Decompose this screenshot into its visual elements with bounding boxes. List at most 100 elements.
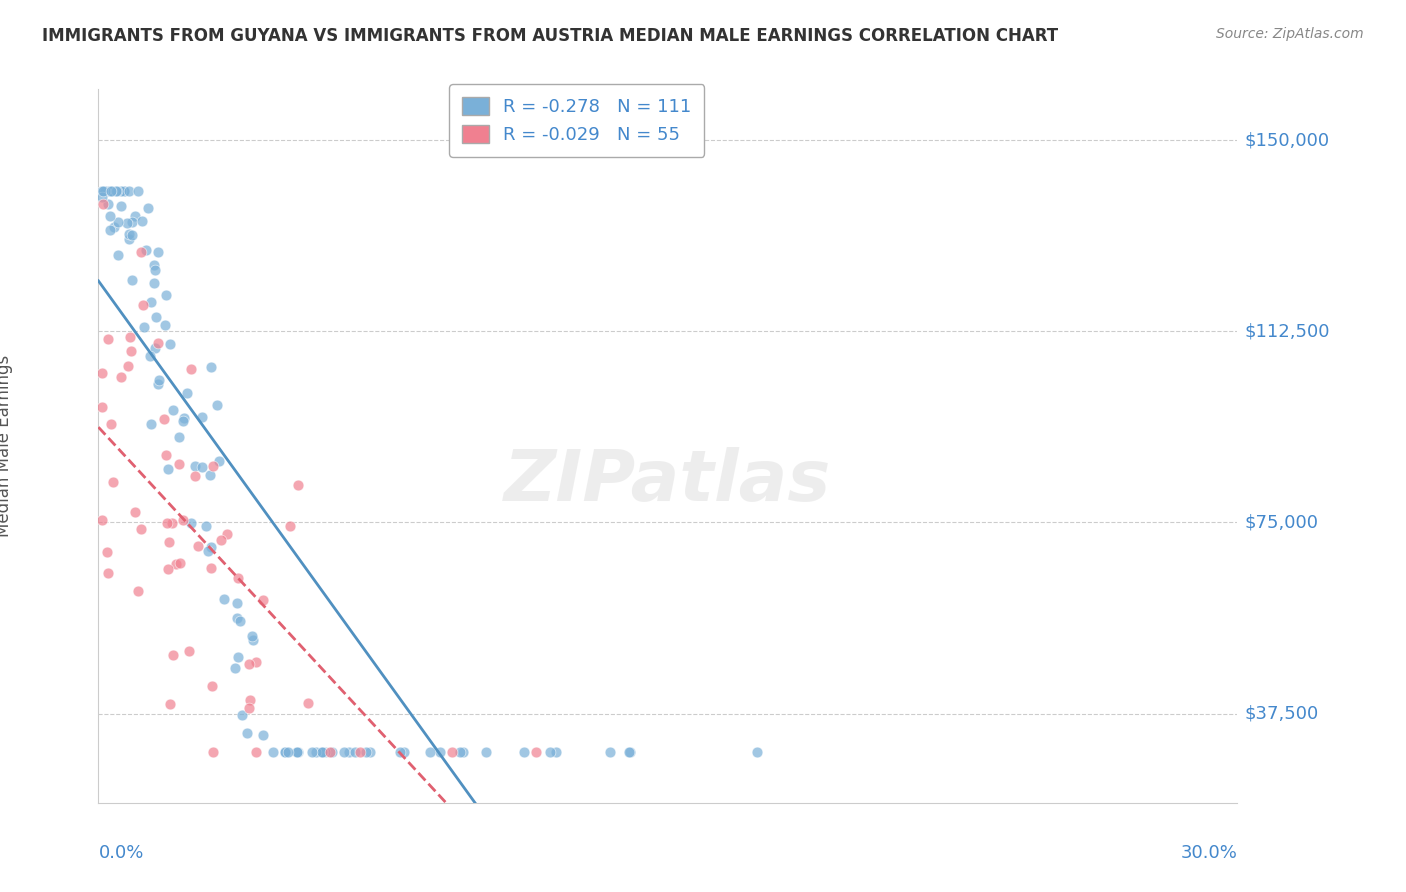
Point xyxy=(184,458,207,473)
Point xyxy=(93,197,115,211)
Text: $75,000: $75,000 xyxy=(1244,514,1319,532)
Point xyxy=(159,698,181,712)
Point xyxy=(212,592,235,607)
Point xyxy=(93,184,115,198)
Point xyxy=(226,571,249,585)
Point xyxy=(97,332,120,346)
Text: 30.0%: 30.0% xyxy=(1181,844,1237,862)
Point xyxy=(215,527,238,541)
Point xyxy=(146,335,169,350)
Point xyxy=(121,273,143,287)
Point xyxy=(105,184,128,198)
Point xyxy=(226,611,249,625)
Point xyxy=(312,745,335,759)
Point xyxy=(100,417,122,432)
Point xyxy=(107,248,129,262)
Point xyxy=(200,561,222,575)
Point xyxy=(240,629,263,643)
Text: Source: ZipAtlas.com: Source: ZipAtlas.com xyxy=(1216,27,1364,41)
Point xyxy=(314,745,336,759)
Point xyxy=(110,369,132,384)
Point xyxy=(180,516,202,530)
Point xyxy=(172,513,194,527)
Point xyxy=(337,745,360,759)
Point xyxy=(392,745,415,759)
Point xyxy=(172,414,194,428)
Point xyxy=(129,244,152,259)
Point xyxy=(285,745,308,759)
Point xyxy=(252,728,274,742)
Point xyxy=(132,320,155,334)
Point xyxy=(252,593,274,607)
Point xyxy=(135,243,157,257)
Point xyxy=(162,516,184,530)
Point xyxy=(139,417,162,431)
Text: $37,500: $37,500 xyxy=(1244,705,1319,723)
Point xyxy=(440,745,463,759)
Point xyxy=(143,262,166,277)
Point xyxy=(139,295,162,310)
Point xyxy=(104,184,127,198)
Point xyxy=(176,385,198,400)
Point xyxy=(91,184,114,198)
Point xyxy=(118,232,141,246)
Point xyxy=(195,518,218,533)
Point xyxy=(138,201,160,215)
Point xyxy=(142,277,165,291)
Point xyxy=(101,475,124,489)
Point xyxy=(209,533,232,548)
Point xyxy=(148,373,170,387)
Point xyxy=(319,745,342,759)
Point xyxy=(98,223,121,237)
Point xyxy=(389,745,412,759)
Point xyxy=(118,184,141,198)
Point xyxy=(155,318,177,333)
Point xyxy=(200,360,222,375)
Point xyxy=(162,648,184,662)
Point xyxy=(145,310,167,325)
Point xyxy=(91,400,114,414)
Point xyxy=(191,459,214,474)
Point xyxy=(304,745,326,759)
Point xyxy=(112,184,135,198)
Text: IMMIGRANTS FROM GUYANA VS IMMIGRANTS FROM AUSTRIA MEDIAN MALE EARNINGS CORRELATI: IMMIGRANTS FROM GUYANA VS IMMIGRANTS FRO… xyxy=(42,27,1059,45)
Point xyxy=(225,596,247,610)
Point xyxy=(238,701,260,715)
Point xyxy=(110,184,132,198)
Point xyxy=(127,584,149,599)
Point xyxy=(544,745,567,759)
Point xyxy=(513,745,536,759)
Point xyxy=(238,657,260,671)
Point xyxy=(110,199,132,213)
Text: $150,000: $150,000 xyxy=(1244,131,1330,149)
Point xyxy=(98,209,121,223)
Point xyxy=(274,745,297,759)
Point xyxy=(297,696,319,710)
Point xyxy=(165,558,187,572)
Point xyxy=(285,745,308,759)
Point xyxy=(359,745,381,759)
Point xyxy=(173,411,195,425)
Point xyxy=(474,745,496,759)
Point xyxy=(198,467,221,482)
Point xyxy=(262,745,284,759)
Point xyxy=(200,541,222,555)
Point xyxy=(101,184,124,198)
Point xyxy=(187,539,209,553)
Point xyxy=(245,655,267,669)
Point xyxy=(619,745,641,759)
Text: Median Male Earnings: Median Male Earnings xyxy=(0,355,13,537)
Point xyxy=(449,745,471,759)
Point xyxy=(143,341,166,355)
Point xyxy=(153,412,176,426)
Point xyxy=(274,745,297,759)
Point xyxy=(112,184,135,198)
Point xyxy=(124,505,146,519)
Point xyxy=(245,745,267,759)
Point xyxy=(91,513,114,527)
Point xyxy=(321,745,343,759)
Point xyxy=(103,220,125,235)
Point xyxy=(349,745,371,759)
Point xyxy=(183,468,205,483)
Point xyxy=(167,457,190,471)
